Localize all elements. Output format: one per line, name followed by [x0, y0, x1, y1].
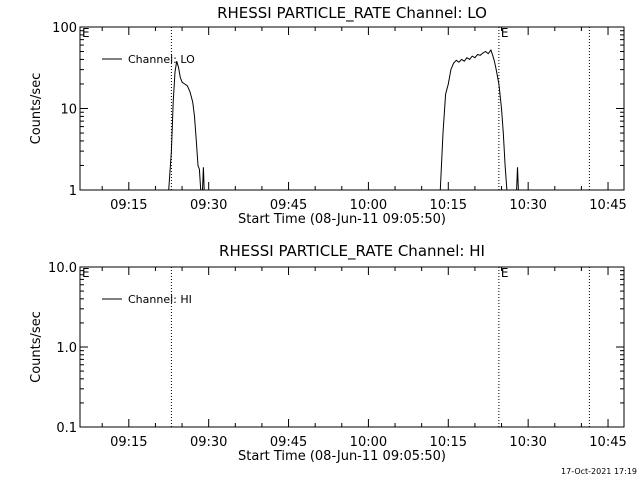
- x-tick-label: 10:00: [350, 198, 387, 213]
- legend-entry: Channel: LO: [128, 53, 195, 66]
- x-tick-label: 09:30: [190, 198, 227, 213]
- x-tick-label: 10:45: [589, 198, 626, 213]
- x-tick-label: 10:45: [589, 435, 626, 450]
- chart-title: RHESSI PARTICLE_RATE Channel: HI: [219, 242, 485, 261]
- x-tick-label: 10:15: [430, 198, 467, 213]
- series-line-segment: [516, 167, 519, 191]
- series-line-segment: [168, 61, 202, 191]
- series-line-segment: [202, 167, 205, 191]
- chart-title: RHESSI PARTICLE_RATE Channel: LO: [217, 4, 487, 23]
- timestamp: 17-Oct-2021 17:19: [561, 467, 637, 476]
- x-tick-label: 09:45: [270, 435, 307, 450]
- x-tick-label: 09:15: [110, 198, 147, 213]
- x-tick-label: 09:30: [190, 435, 227, 450]
- event-marker-label: E: [501, 266, 509, 280]
- series-line-segment: [439, 49, 508, 191]
- y-tick-label: 10.0: [48, 261, 77, 276]
- x-tick-label: 10:30: [509, 198, 546, 213]
- y-axis-label: Counts/sec: [29, 73, 44, 145]
- event-marker-label: E: [501, 26, 509, 40]
- corner-marker-label: E: [82, 26, 90, 40]
- chart-panel-1: RHESSI PARTICLE_RATE Channel: HI 0.1 1.0 10…: [29, 242, 627, 464]
- y-tick-label: 1.0: [56, 341, 77, 356]
- x-tick-label: 10:30: [509, 435, 546, 450]
- x-tick-label: 10:15: [430, 435, 467, 450]
- corner-marker-label: E: [82, 266, 90, 280]
- y-tick-label: 1: [69, 184, 77, 199]
- x-tick-label: 09:45: [270, 198, 307, 213]
- y-tick-label: 10: [60, 103, 77, 118]
- y-axis-label: Counts/sec: [29, 311, 44, 383]
- y-tick-label: 0.1: [56, 421, 77, 436]
- x-tick-label: 09:15: [110, 435, 147, 450]
- x-axis-label: Start Time (08-Jun-11 09:05:50): [238, 449, 446, 464]
- chart-panel-0: RHESSI PARTICLE_RATE Channel: LO 1 10 100 09…: [29, 4, 627, 227]
- legend-entry: Channel: HI: [128, 293, 192, 306]
- y-tick-label: 100: [52, 21, 77, 36]
- x-tick-label: 10:00: [350, 435, 387, 450]
- x-axis-label: Start Time (08-Jun-11 09:05:50): [238, 212, 446, 227]
